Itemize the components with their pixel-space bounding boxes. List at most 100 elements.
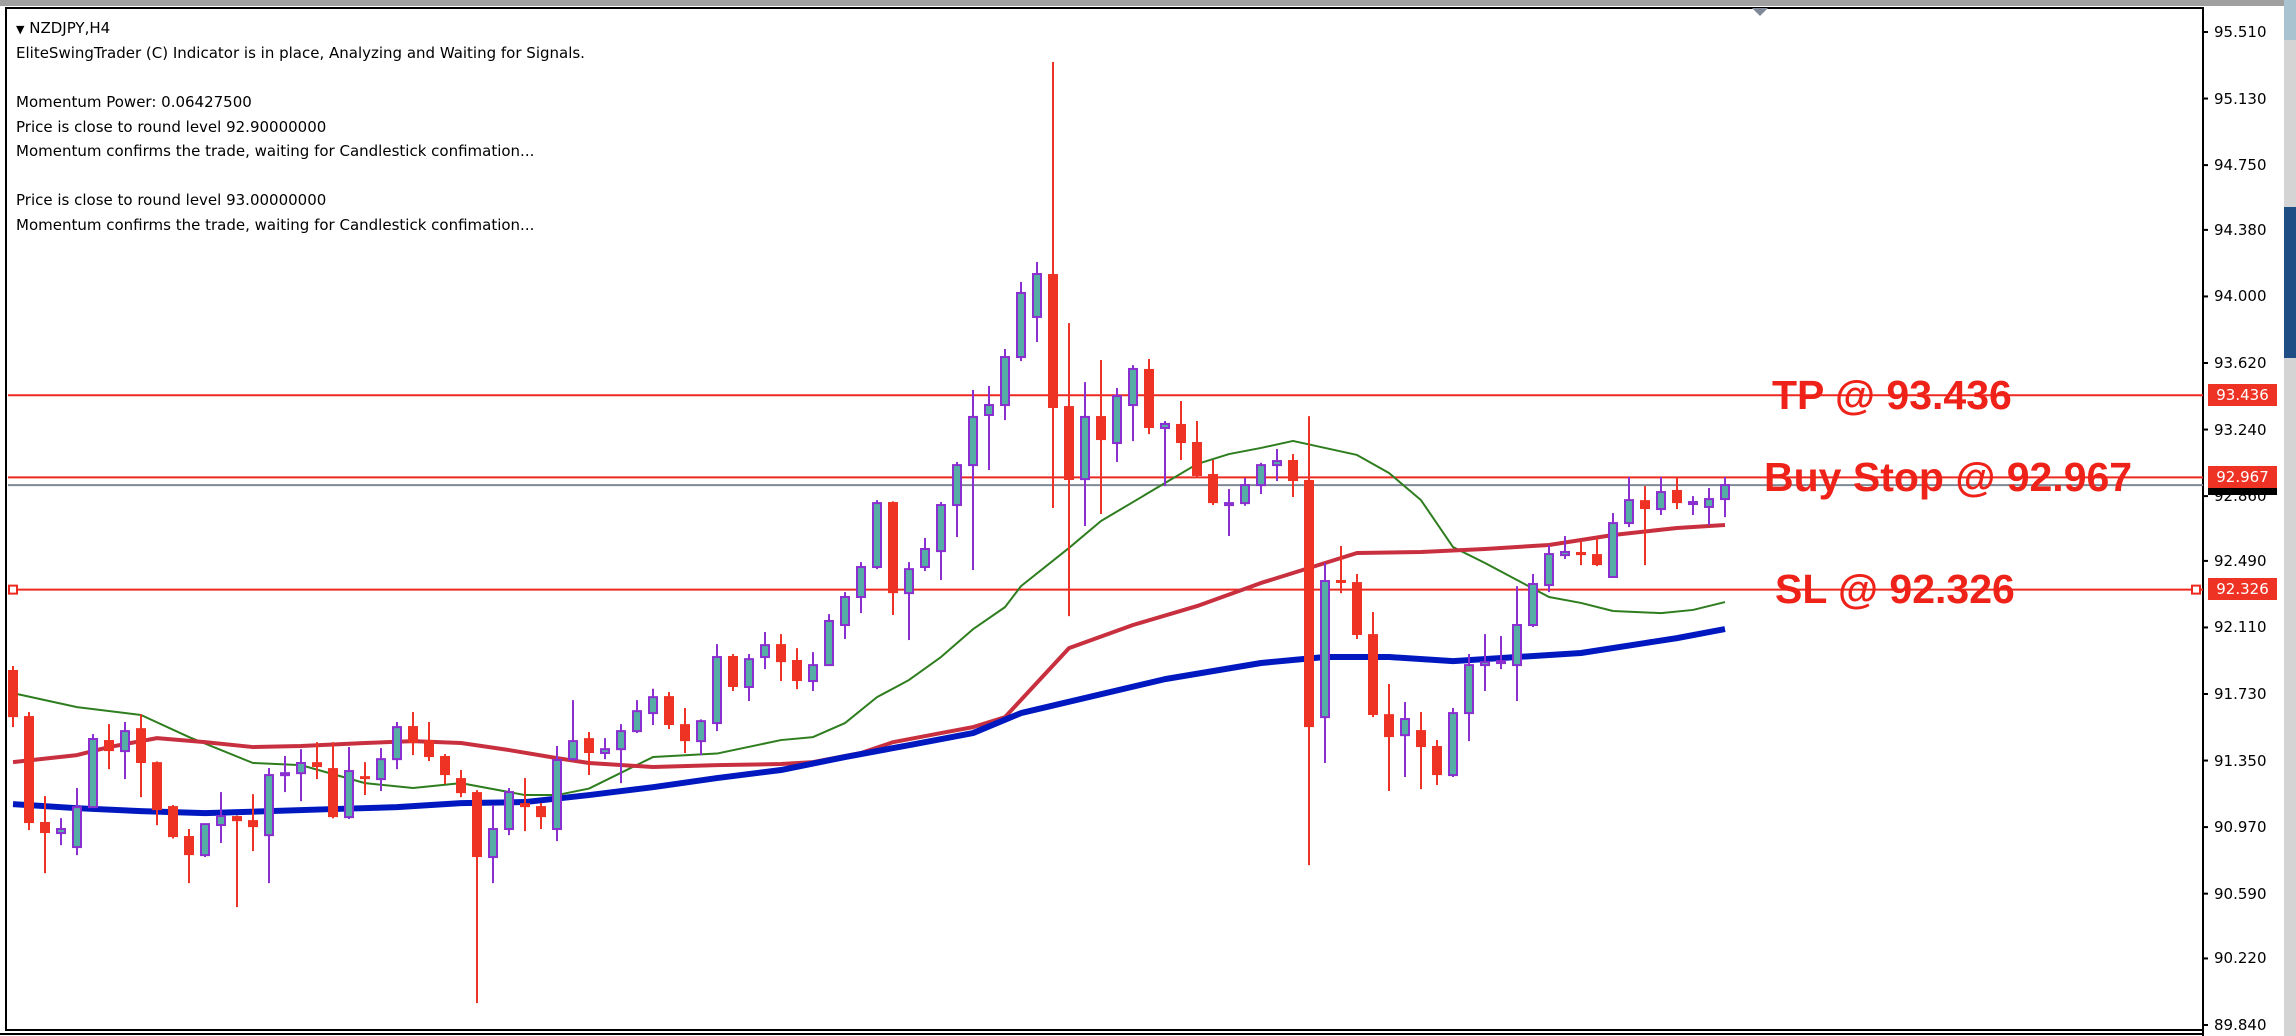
bull-candle [392, 722, 402, 770]
bear-candle [136, 714, 146, 798]
candle-body [168, 806, 178, 838]
bull-candle [1528, 574, 1538, 628]
bear-candle [1096, 360, 1106, 514]
candle-body [936, 504, 946, 553]
bull-candle [1704, 488, 1714, 525]
candle-body [264, 774, 274, 837]
bull-candle [920, 537, 930, 572]
buy-stop-label: Buy Stop @ 92.967 [1764, 454, 2133, 500]
bear-candle [792, 648, 802, 690]
bull-candle [968, 389, 978, 571]
scrollbar-thumb[interactable] [2284, 207, 2296, 358]
candle-body [1672, 489, 1682, 504]
bear-candle [1064, 323, 1074, 617]
candle-body [1528, 583, 1538, 626]
candle-body [216, 815, 226, 826]
moving-average-slow [12, 626, 1726, 817]
chart-symbol-header[interactable]: ▼ NZDJPY,H4 [16, 19, 110, 39]
price-tick-label: 89.840 [2214, 1016, 2267, 1034]
sl-label: SL @ 92.326 [1775, 566, 2015, 612]
bull-candle [376, 748, 386, 792]
candle-body [536, 806, 546, 818]
bull-candle [936, 502, 946, 580]
bull-candle [840, 592, 850, 640]
candle-body [712, 656, 722, 725]
indicator-message: EliteSwingTrader (C) Indicator is in pla… [16, 44, 585, 62]
candle-body [424, 740, 434, 758]
bull-candle [72, 788, 82, 856]
candle-body [1720, 484, 1730, 501]
bull-candle [1688, 496, 1698, 516]
bull-candle [1112, 388, 1122, 462]
bull-candle [200, 823, 210, 858]
triangle-down-icon[interactable]: ▼ [16, 23, 25, 36]
candle-body [1064, 406, 1074, 480]
candle-body [200, 823, 210, 857]
candle-body [984, 404, 994, 417]
candle-body [328, 768, 338, 818]
bear-candle [424, 722, 434, 762]
bull-candle [504, 788, 514, 836]
bear-candle [152, 761, 162, 826]
sl-right-handle[interactable] [2191, 584, 2201, 595]
candle-body [1192, 441, 1202, 476]
candle-body [1000, 356, 1010, 407]
candle-body [1256, 464, 1266, 487]
candle-body [1288, 460, 1298, 482]
candle-body [744, 658, 754, 688]
candle-body [584, 738, 594, 754]
candle-body [840, 595, 850, 626]
bear-candle [472, 790, 482, 1004]
bull-candle [648, 688, 658, 725]
bull-candle [632, 700, 642, 734]
sl-price-label: 92.326 [2208, 578, 2277, 600]
price-tick-label: 95.510 [2214, 23, 2267, 41]
candle-body [1560, 550, 1570, 557]
candle-body [488, 828, 498, 859]
candle-body [40, 822, 50, 834]
candle-body [696, 720, 706, 743]
bear-candle [232, 815, 242, 908]
candle-body [1224, 502, 1234, 507]
bull-candle [1720, 477, 1730, 518]
bull-candle [1512, 586, 1522, 702]
candle-body [472, 792, 482, 858]
bear-candle [1368, 612, 1378, 718]
candle-body [1208, 474, 1218, 504]
candle-body [1096, 416, 1106, 441]
candle-body [520, 803, 530, 808]
bear-candle [24, 712, 34, 831]
price-tick-label: 90.970 [2214, 818, 2267, 837]
candle-body [728, 655, 738, 687]
bear-candle [1352, 574, 1362, 640]
vertical-scrollbar[interactable] [2284, 0, 2296, 1036]
candle-body [856, 566, 866, 598]
bear-candle [440, 754, 450, 785]
bear-candle [408, 712, 418, 756]
bear-candle [168, 805, 178, 839]
candle-body [888, 502, 898, 594]
bull-candle [568, 700, 578, 761]
candle-body [1544, 553, 1554, 587]
candle-body [1368, 634, 1378, 716]
candle-body [1112, 395, 1122, 445]
candle-body [808, 664, 818, 683]
candle-body [1592, 554, 1602, 566]
bull-candle [488, 805, 498, 884]
bear-candle [1176, 401, 1186, 461]
bear-candle [1048, 61, 1058, 509]
sl-left-handle[interactable] [8, 584, 18, 595]
price-tick-label: 92.490 [2214, 551, 2267, 570]
bull-candle [296, 749, 306, 802]
candle-body [648, 696, 658, 715]
candle-body [1464, 664, 1474, 715]
indicator-message: Momentum Power: 0.06427500 [16, 93, 252, 111]
bear-candle [312, 742, 322, 780]
candle-body [632, 710, 642, 733]
bear-candle [248, 794, 258, 852]
candle-body [56, 828, 66, 835]
chart-shift-marker-icon[interactable] [1752, 8, 1768, 16]
candle-body [872, 502, 882, 569]
candle-body [184, 836, 194, 856]
